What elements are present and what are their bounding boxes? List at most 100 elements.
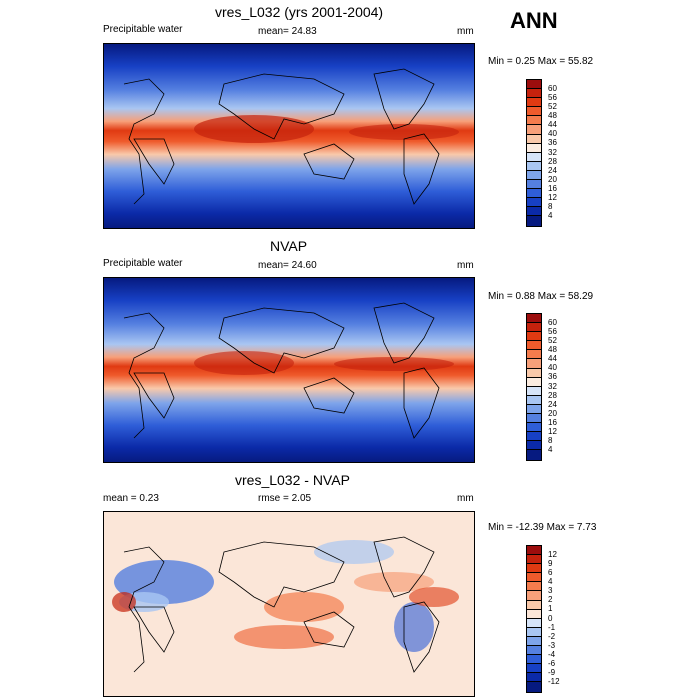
panel2-map-plot [104, 278, 474, 462]
colorbar-swatch [527, 143, 541, 153]
panel1-mean: mean= 24.83 [258, 26, 317, 37]
colorbar-tick: 8 [548, 202, 553, 211]
panel1-left-label: Precipitable water [103, 24, 183, 35]
panel2-map [103, 277, 475, 463]
colorbar-tick: 60 [548, 84, 557, 93]
colorbar-swatch [527, 546, 541, 556]
colorbar-swatch [527, 377, 541, 387]
colorbar-tick: 56 [548, 327, 557, 336]
colorbar-tick: -3 [548, 641, 556, 650]
colorbar-swatch [527, 627, 541, 637]
panel1-colorbar [526, 79, 542, 227]
colorbar-tick: 32 [548, 382, 557, 391]
colorbar-tick: 4 [548, 577, 553, 586]
colorbar-swatch [527, 116, 541, 126]
colorbar-tick: -6 [548, 659, 556, 668]
panel1-units: mm [457, 26, 474, 37]
colorbar-tick: 36 [548, 138, 557, 147]
panel3-coastlines [123, 536, 440, 673]
colorbar-tick: -2 [548, 632, 556, 641]
colorbar-swatch [527, 359, 541, 369]
colorbar-swatch [527, 618, 541, 628]
season-label: ANN [510, 8, 558, 33]
panel3-minmax: Min = -12.39 Max = 7.73 [488, 522, 597, 533]
colorbar-tick: 28 [548, 391, 557, 400]
colorbar-swatch [527, 207, 541, 217]
colorbar-swatch [527, 189, 541, 199]
colorbar-tick: 32 [548, 148, 557, 157]
colorbar-swatch [527, 450, 541, 460]
colorbar-swatch [527, 161, 541, 171]
panel2-left-label: Precipitable water [103, 258, 183, 269]
colorbar-tick: 12 [548, 427, 557, 436]
colorbar-tick: 36 [548, 372, 557, 381]
colorbar-tick: 4 [548, 211, 553, 220]
colorbar-tick: 8 [548, 436, 553, 445]
panel2-title: NVAP [270, 238, 308, 254]
colorbar-swatch [527, 216, 541, 226]
colorbar-tick: 0 [548, 614, 553, 623]
panel2-colorbar [526, 313, 542, 461]
colorbar-swatch [527, 152, 541, 162]
panel3-map [103, 511, 475, 697]
colorbar-tick: 56 [548, 93, 557, 102]
colorbar-swatch [527, 591, 541, 601]
colorbar-tick: 24 [548, 400, 557, 409]
colorbar-swatch [527, 341, 541, 351]
colorbar-tick: 1 [548, 604, 553, 613]
colorbar-tick: 44 [548, 354, 557, 363]
colorbar-tick: 12 [548, 193, 557, 202]
colorbar-swatch [527, 107, 541, 117]
colorbar-tick: -9 [548, 668, 556, 677]
colorbar-tick: 44 [548, 120, 557, 129]
colorbar-swatch [527, 636, 541, 647]
panel3-units: mm [457, 493, 474, 504]
panel3-title: vres_L032 - NVAP [235, 472, 350, 488]
colorbar-tick: 9 [548, 559, 553, 568]
panel1-title: vres_L032 (yrs 2001-2004) [215, 4, 384, 20]
colorbar-swatch [527, 573, 541, 583]
colorbar-swatch [527, 314, 541, 324]
colorbar-swatch [527, 89, 541, 99]
panel2-coastlines [123, 302, 440, 439]
colorbar-swatch [527, 368, 541, 378]
colorbar-swatch [527, 350, 541, 360]
colorbar-swatch [527, 332, 541, 342]
colorbar-swatch [527, 98, 541, 108]
colorbar-swatch [527, 180, 541, 190]
colorbar-tick: 40 [548, 129, 557, 138]
colorbar-tick: 12 [548, 550, 557, 559]
colorbar-tick: 6 [548, 568, 553, 577]
colorbar-tick: 28 [548, 157, 557, 166]
panel2-units: mm [457, 260, 474, 271]
colorbar-swatch [527, 609, 541, 619]
colorbar-tick: 52 [548, 336, 557, 345]
colorbar-swatch [527, 423, 541, 433]
colorbar-swatch [527, 646, 541, 656]
panel1-minmax: Min = 0.25 Max = 55.82 [488, 56, 594, 67]
colorbar-tick: 24 [548, 166, 557, 175]
colorbar-tick: 16 [548, 418, 557, 427]
colorbar-swatch [527, 125, 541, 135]
colorbar-swatch [527, 555, 541, 565]
colorbar-swatch [527, 170, 541, 181]
colorbar-tick: 52 [548, 102, 557, 111]
colorbar-swatch [527, 198, 541, 208]
colorbar-tick: 40 [548, 363, 557, 372]
colorbar-swatch [527, 395, 541, 405]
colorbar-swatch [527, 80, 541, 90]
colorbar-tick: 60 [548, 318, 557, 327]
colorbar-tick: 2 [548, 595, 553, 604]
colorbar-swatch [527, 682, 541, 692]
colorbar-tick: 48 [548, 345, 557, 354]
colorbar-tick: -12 [548, 677, 560, 686]
panel3-colorbar [526, 545, 542, 693]
colorbar-swatch [527, 600, 541, 610]
colorbar-swatch [527, 664, 541, 674]
panel3-map-plot [104, 512, 474, 696]
colorbar-swatch [527, 432, 541, 442]
panel2-mean: mean= 24.60 [258, 260, 317, 271]
panel1-map-plot [104, 44, 474, 228]
panel3-rmse: rmse = 2.05 [258, 493, 312, 504]
colorbar-tick: 16 [548, 184, 557, 193]
